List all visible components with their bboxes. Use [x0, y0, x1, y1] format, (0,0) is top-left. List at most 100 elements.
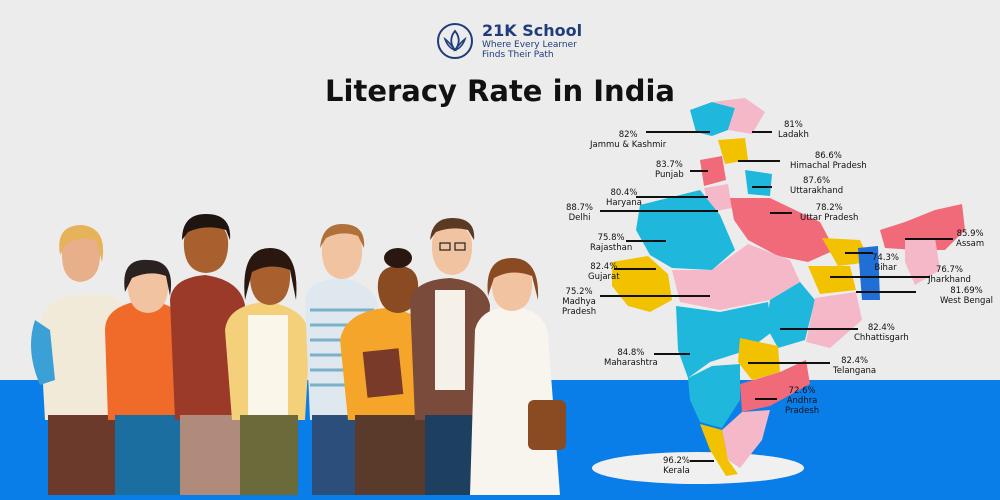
leader-line [770, 212, 792, 214]
state-rate: 72.6% [788, 386, 816, 396]
state-label-punjab: 83.7% Punjab [655, 160, 684, 180]
state-rate: 82% [618, 130, 638, 140]
state-name: Haryana [606, 198, 642, 208]
map-region-telangana[interactable] [738, 338, 780, 380]
state-name: Assam [956, 239, 985, 249]
map-region-northeast[interactable] [905, 238, 940, 285]
state-name: Chhattisgarh [854, 333, 909, 343]
state-rate: 87.6% [803, 176, 831, 186]
students-illustration [31, 214, 566, 495]
state-label-rajasthan: 75.8% Rajasthan [590, 233, 632, 253]
state-rate: 76.7% [935, 265, 963, 275]
page-title: Literacy Rate in India [325, 74, 675, 108]
state-rate: 80.4% [610, 188, 638, 198]
state-rate: 85.9% [956, 229, 984, 239]
state-label-uttarakhand: 87.6% Uttarakhand [790, 176, 843, 196]
student-figure [305, 224, 378, 495]
state-rate: 81.69% [950, 286, 983, 296]
leader-line [748, 362, 830, 364]
brand-tagline-1: Where Every Learner [482, 40, 577, 50]
state-name: Uttarakhand [790, 186, 844, 196]
leader-line [636, 196, 708, 198]
map-shadow [592, 452, 804, 484]
map-region-uttar-pradesh[interactable] [730, 198, 835, 262]
state-rate: 88.7% [566, 203, 594, 213]
state-label-madhya-pradesh: 75.2% Madhya Pradesh [562, 287, 596, 317]
map-region-punjab[interactable] [700, 156, 726, 186]
state-name: Madhya Pradesh [562, 297, 597, 317]
map-region-himachal[interactable] [718, 138, 748, 164]
state-label-jharkhand: 76.7% Jharkhand [928, 265, 971, 285]
map-region-chhattisgarh[interactable] [766, 282, 815, 348]
student-figure [225, 248, 310, 495]
map-region-ladakh[interactable] [712, 98, 765, 134]
state-name: West Bengal [940, 296, 994, 306]
map-region-uttarakhand[interactable] [745, 170, 772, 196]
leader-line [626, 240, 666, 242]
state-name: Bihar [874, 263, 897, 273]
map-region-maharashtra[interactable] [676, 302, 772, 378]
map-region-tamil-nadu[interactable] [722, 410, 770, 468]
leader-line [752, 131, 772, 133]
leader-line [738, 160, 780, 162]
state-label-assam: 85.9% Assam [956, 229, 984, 249]
state-name: Jammu & Kashmir [590, 140, 667, 150]
state-label-west-bengal: 81.69% West Bengal [940, 286, 993, 306]
leader-line [830, 276, 930, 278]
state-name: Gujarat [588, 272, 620, 282]
state-label-telangana: 82.4% Telangana [833, 356, 876, 376]
state-label-himachal: 86.6% Himachal Pradesh [790, 151, 867, 171]
state-rate: 74.3% [872, 253, 900, 263]
student-figure [340, 248, 435, 495]
brand-logo[interactable]: 21K School Where Every Learner Finds The… [436, 22, 582, 60]
state-name: Telangana [833, 366, 877, 376]
state-name: Uttar Pradesh [800, 213, 859, 223]
map-region-west-bengal[interactable] [858, 246, 880, 300]
lotus-logo-icon [437, 23, 473, 59]
state-rate: 83.7% [655, 160, 683, 170]
state-label-andhra-pradesh: 72.6% Andhra Pradesh [785, 386, 819, 416]
state-label-bihar: 74.3% Bihar [872, 253, 899, 273]
state-rate: 78.2% [815, 203, 843, 213]
brand-tagline-2: Finds Their Path [482, 50, 554, 60]
map-region-madhya-pradesh[interactable] [672, 244, 800, 310]
student-figure [105, 259, 190, 495]
leader-line [905, 238, 953, 240]
map-region-jammu-kashmir[interactable] [690, 102, 735, 136]
leader-line [600, 295, 710, 297]
state-label-chhattisgarh: 82.4% Chhattisgarh [854, 323, 909, 343]
leader-line [646, 131, 710, 133]
map-region-odisha[interactable] [806, 292, 862, 348]
map-region-karnataka[interactable] [688, 364, 740, 428]
leader-line [755, 398, 777, 400]
student-figure [410, 218, 490, 495]
state-rate: 82.4% [590, 262, 618, 272]
state-rate: 75.8% [597, 233, 625, 243]
map-region-gujarat[interactable] [612, 256, 672, 312]
state-rate: 96.2% [663, 456, 691, 466]
state-name: Punjab [655, 170, 684, 180]
state-name: Ladakh [778, 130, 809, 140]
leader-line [856, 291, 916, 293]
leader-line [752, 186, 772, 188]
leader-line [690, 460, 714, 462]
state-name: Jharkhand [928, 275, 971, 285]
state-label-jammu-kashmir: 82% Jammu & Kashmir [590, 130, 666, 150]
leader-line [614, 268, 656, 270]
state-rate: 86.6% [814, 151, 842, 161]
state-label-kerala: 96.2% Kerala [663, 456, 690, 476]
state-rate: 84.8% [617, 348, 645, 358]
state-name: Rajasthan [590, 243, 633, 253]
state-label-uttar-pradesh: 78.2% Uttar Pradesh [800, 203, 858, 223]
student-figure [170, 214, 245, 495]
leader-line [654, 353, 690, 355]
state-label-ladakh: 81% Ladakh [778, 120, 809, 140]
leader-line [690, 170, 708, 172]
state-name: Himachal Pradesh [790, 161, 867, 171]
state-name: Andhra Pradesh [785, 396, 820, 416]
state-name: Maharashtra [604, 358, 658, 368]
map-region-kerala[interactable] [700, 424, 738, 476]
leader-line [780, 328, 858, 330]
map-region-jharkhand[interactable] [808, 266, 856, 294]
